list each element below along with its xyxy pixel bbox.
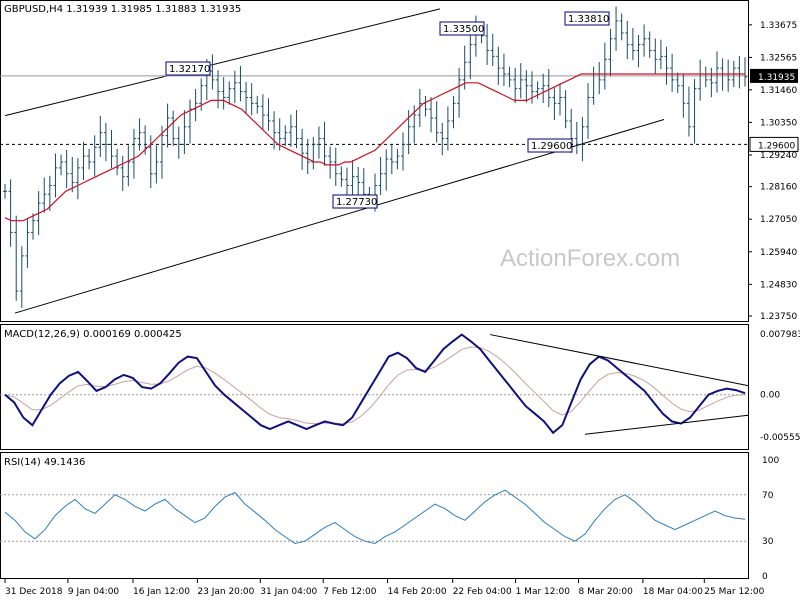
upper-channel-line: [4, 8, 441, 117]
rsi-y-tick-label: 70: [762, 491, 774, 501]
rsi-y-tick-label: 100: [762, 456, 779, 466]
price-annotation-box: [527, 138, 573, 153]
current-price-tag: [750, 68, 798, 83]
macd-y-tick-label: 0.00: [760, 391, 780, 401]
main-y-tick-label: 1.24830: [760, 280, 797, 290]
rsi-y-tick-label: 0: [762, 572, 768, 582]
price-annotation-box: [165, 61, 211, 76]
x-tick-label: 1 Mar 12:00: [516, 587, 571, 597]
macd-upper-trendline: [489, 334, 749, 387]
axis-layer: 1.33675 1.32565 1.31460 1.30350 1.29240 1.281…: [4, 21, 800, 597]
price-annotation-box: [439, 21, 485, 36]
price-annotation-text: 1.33500: [443, 24, 484, 35]
rsi-panel-frame: [0, 452, 749, 579]
rsi-layer: [0, 489, 748, 545]
rsi-label: RSI(14) 49.1436: [4, 457, 85, 468]
macd-line: [4, 333, 746, 435]
price-annotation-text: 1.29600: [531, 141, 572, 152]
x-tick-label: 8 Mar 20:00: [579, 587, 634, 597]
moving-average-line: [4, 73, 745, 222]
price-annotation-text: 1.33810: [568, 14, 609, 25]
x-tick-label: 9 Jan 04:00: [68, 587, 120, 597]
main-y-tick-label: 1.28160: [760, 183, 797, 193]
x-tick-label: 16 Jan 12:00: [133, 587, 190, 597]
main-y-tick-label: 1.31460: [760, 86, 797, 96]
main-panel-frame: [0, 0, 749, 322]
main-y-tick-label: 1.23750: [760, 312, 797, 322]
price-annotation-box: [332, 194, 378, 209]
main-y-tick-label: 1.29240: [760, 151, 797, 161]
support-price-tag-label: 1.29600: [758, 141, 795, 151]
x-tick-label: 14 Feb 20:00: [388, 587, 447, 597]
symbol-header: GBPUSD,H4 1.31939 1.31985 1.31883 1.3193…: [4, 4, 241, 15]
price-annotation-text: 1.32170: [169, 64, 210, 75]
x-tick-label: 18 Mar 04:00: [643, 587, 703, 597]
main-y-tick-label: 1.33675: [760, 21, 797, 31]
current-price-tag-label: 1.31935: [758, 73, 795, 83]
macd-panel-frame: [0, 324, 749, 450]
rsi-y-tick-label: 30: [762, 537, 774, 547]
x-tick-label: 25 Mar 12:00: [704, 587, 764, 597]
main-y-tick-label: 1.27050: [760, 215, 797, 225]
watermark: ActionForex.com: [500, 245, 680, 272]
price-annotation-text: 1.27730: [336, 197, 377, 208]
x-tick-label: 31 Dec 2018: [5, 587, 63, 597]
x-tick-label: 31 Jan 04:00: [260, 587, 317, 597]
macd-lower-trendline: [584, 414, 749, 435]
main-y-tick-label: 1.30350: [760, 118, 797, 128]
main-y-tick-label: 1.25940: [760, 248, 797, 258]
main-price-layer: 1.32170 1.33500 1.33810 1.29600 1.27730: [0, 6, 748, 314]
price-annotation-box: [564, 11, 610, 26]
x-tick-label: 23 Jan 20:00: [197, 587, 254, 597]
macd-y-tick-label: 0.007983: [760, 330, 800, 340]
macd-layer: [0, 333, 749, 435]
rsi-line: [4, 489, 746, 545]
x-tick-label: 22 Feb 04:00: [453, 587, 512, 597]
macd-label: MACD(12,26,9) 0.000169 0.000425: [4, 329, 182, 340]
macd-y-tick-label: -0.005559: [760, 433, 800, 443]
x-tick-label: 7 Feb 12:00: [323, 587, 377, 597]
support-price-tag: [749, 136, 799, 152]
main-y-tick-label: 1.32565: [760, 53, 797, 63]
